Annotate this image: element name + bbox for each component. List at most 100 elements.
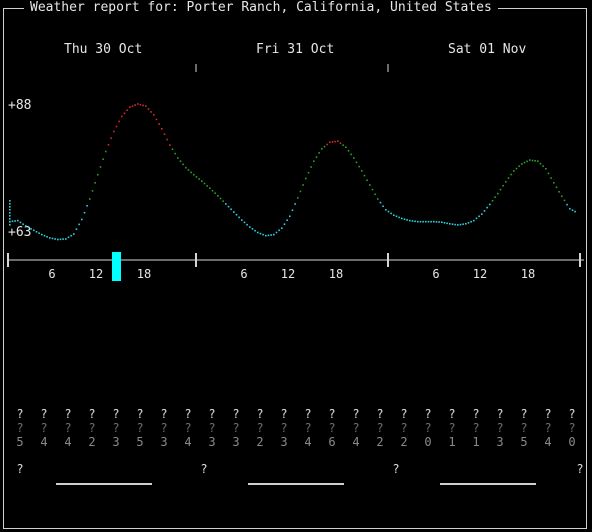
temperature-point (403, 218, 406, 220)
wind-speed-value: 4 (184, 435, 192, 449)
temperature-point (14, 220, 16, 222)
forecast-column: ?? 4 (302, 407, 314, 449)
wind-direction-icon: ? (328, 421, 336, 435)
temperature-point (131, 105, 134, 107)
forecast-column: ?? 0 (566, 407, 578, 449)
temperature-point (387, 210, 390, 213)
hour-tick-label: 6 (240, 267, 248, 281)
y-min-label: +63 (8, 225, 32, 240)
temperature-point (355, 161, 358, 164)
temperature-point (374, 193, 376, 196)
day-label-3: Sat 01 Nov (448, 42, 527, 57)
wind-speed-value: 2 (400, 435, 408, 449)
hour-tick-label: 18 (328, 267, 344, 281)
temperature-point (201, 180, 203, 182)
temperature-point (369, 184, 371, 186)
temperature-point (385, 209, 387, 211)
wind-direction-icon: ? (400, 421, 408, 435)
temperature-point (278, 229, 280, 232)
weather-icon: ? (328, 407, 336, 421)
temperature-point (155, 118, 158, 121)
temperature-point (302, 184, 304, 186)
wind-speed-value: 1 (472, 435, 480, 449)
temperature-point (465, 223, 467, 225)
temperature-point (379, 201, 382, 204)
wind-speed-value: 4 (64, 435, 72, 449)
weather-icon: ? (40, 407, 48, 421)
wind-speed-value: 2 (88, 435, 96, 449)
temperature-point (283, 223, 286, 225)
temperature-point (473, 219, 475, 222)
temperature-point (550, 177, 552, 179)
weather-icon: ? (520, 407, 528, 421)
temperature-point (11, 220, 14, 223)
temperature-point (9, 206, 11, 208)
temperature-point (483, 210, 486, 212)
weather-icon: ? (64, 407, 72, 421)
temperature-point (198, 178, 200, 180)
weather-icon: ? (496, 407, 504, 421)
temperature-point (251, 228, 254, 230)
temperature-point (363, 174, 366, 177)
temperature-point (9, 209, 11, 211)
temperature-point (145, 105, 147, 107)
wind-direction-icon: ? (88, 421, 96, 435)
weather-icon: ? (16, 407, 24, 421)
weather-icon: ? (208, 407, 216, 421)
temperature-point (249, 226, 251, 228)
weather-icon: ? (184, 407, 192, 421)
temperature-point (222, 200, 224, 202)
temperature-point (211, 189, 214, 192)
temperature-point (558, 191, 560, 193)
weather-icon: ? (160, 407, 168, 421)
forecast-column: ?? 0 (422, 407, 434, 449)
temperature-point (153, 114, 155, 116)
weather-icon: ? (400, 407, 408, 421)
wind-direction-icon: ? (568, 421, 576, 435)
weather-icon: ? (424, 407, 432, 421)
forecast-column: ?? 2 (86, 407, 98, 449)
temperature-point (259, 232, 262, 235)
moon-phase-icon: ? (392, 462, 400, 476)
temperature-point (329, 141, 331, 144)
temperature-point (553, 182, 555, 184)
forecast-column: ?? 1 (446, 407, 458, 449)
temperature-point (331, 141, 334, 143)
temperature-point (9, 203, 11, 205)
temperature-point (233, 211, 235, 213)
forecast-column: ?? 3 (278, 407, 290, 449)
temperature-point (217, 195, 219, 197)
temperature-point (531, 159, 534, 162)
temperature-point (46, 236, 48, 238)
forecast-column: ?? 5 (14, 407, 26, 449)
temperature-point (177, 157, 179, 159)
temperature-point (166, 138, 168, 141)
temperature-point (115, 125, 118, 128)
wind-speed-value: 0 (424, 435, 432, 449)
temperature-point (169, 144, 171, 146)
temperature-point (9, 224, 11, 226)
temperature-point (305, 177, 307, 180)
temperature-point (294, 203, 296, 205)
temperature-point (441, 221, 443, 223)
temperature-point (254, 229, 256, 232)
temperature-point (566, 203, 568, 206)
temperature-point (515, 167, 518, 170)
weather-icon: ? (88, 407, 96, 421)
forecast-column: ?? 6 (326, 407, 338, 449)
wind-direction-icon: ? (448, 421, 456, 435)
wind-speed-value: 4 (40, 435, 48, 449)
temperature-point (275, 231, 278, 234)
temperature-point (118, 120, 120, 123)
temperature-point (243, 221, 246, 224)
temperature-point (86, 205, 88, 207)
moon-phase-icon: ? (576, 462, 584, 476)
temperature-point (481, 213, 483, 215)
forecast-column: ?? 3 (158, 407, 170, 449)
temperature-point (97, 173, 99, 176)
temperature-point (235, 213, 238, 216)
temperature-point (497, 192, 499, 195)
weather-icon: ? (376, 407, 384, 421)
temperature-point (494, 196, 496, 198)
